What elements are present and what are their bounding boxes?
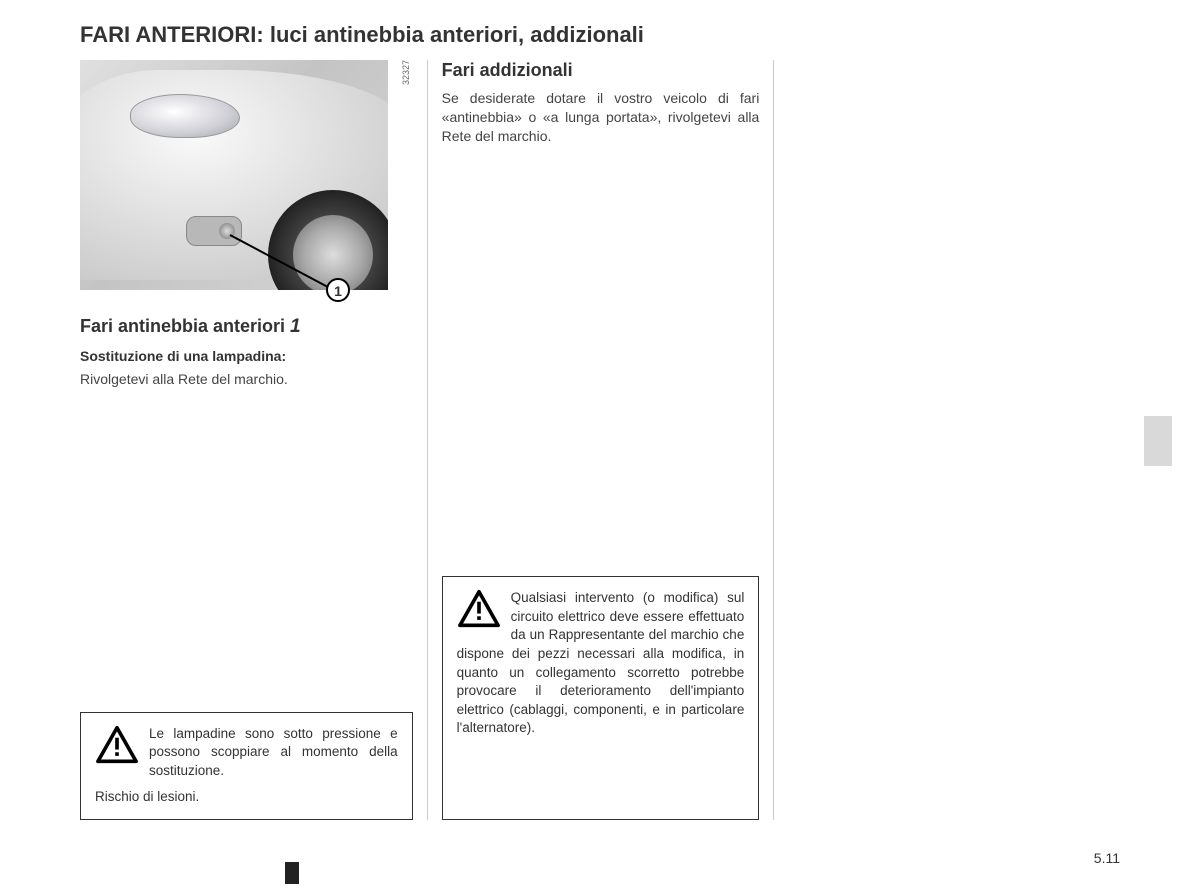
column-2: Fari addizionali Se desiderate dotare il…	[427, 60, 774, 820]
col1-spacer	[80, 389, 413, 704]
callout-badge: 1	[326, 278, 350, 302]
foglight-shape	[186, 216, 242, 246]
page-title: FARI ANTERIORI: luci antinebbia anterior…	[80, 22, 1120, 48]
column-3	[773, 60, 1120, 820]
col1-body: Rivolgetevi alla Rete del marchio.	[80, 370, 413, 389]
col1-warning-box: Le lampadine sono sotto pressione e poss…	[80, 712, 413, 821]
col1-warn-text-1: Le lampadine sono sotto pressione e poss…	[95, 725, 398, 781]
subheading-text: Fari antinebbia anteriori	[80, 316, 290, 336]
col1-bold-line: Sostituzione di una lampadina:	[80, 348, 413, 364]
col1-subheading: Fari antinebbia anteriori 1	[80, 316, 413, 338]
photo-wrap: 32327 1	[80, 60, 413, 290]
page-number: 5.11	[1094, 850, 1120, 866]
col1-warn-text-2: Rischio di lesioni.	[95, 788, 398, 807]
side-tab	[1144, 416, 1172, 466]
subheading-number: 1	[290, 316, 301, 337]
col2-spacer	[442, 146, 760, 568]
headlight-shape	[130, 94, 240, 138]
vehicle-photo	[80, 60, 388, 290]
col2-heading: Fari addizionali	[442, 60, 760, 81]
bottom-crop-mark	[285, 862, 299, 884]
content-columns: 32327 1 Fari antinebbia anteriori 1 Sost…	[80, 60, 1120, 820]
col2-warning-box: Qualsiasi intervento (o modifica) sul ci…	[442, 576, 760, 820]
warning-icon	[95, 725, 139, 765]
manual-page: FARI ANTERIORI: luci antinebbia anterior…	[0, 0, 1200, 888]
warning-icon	[457, 589, 501, 629]
col2-body: Se desiderate dotare il vostro veicolo d…	[442, 89, 760, 146]
photo-ref-code: 32327	[401, 60, 411, 85]
column-1: 32327 1 Fari antinebbia anteriori 1 Sost…	[80, 60, 427, 820]
